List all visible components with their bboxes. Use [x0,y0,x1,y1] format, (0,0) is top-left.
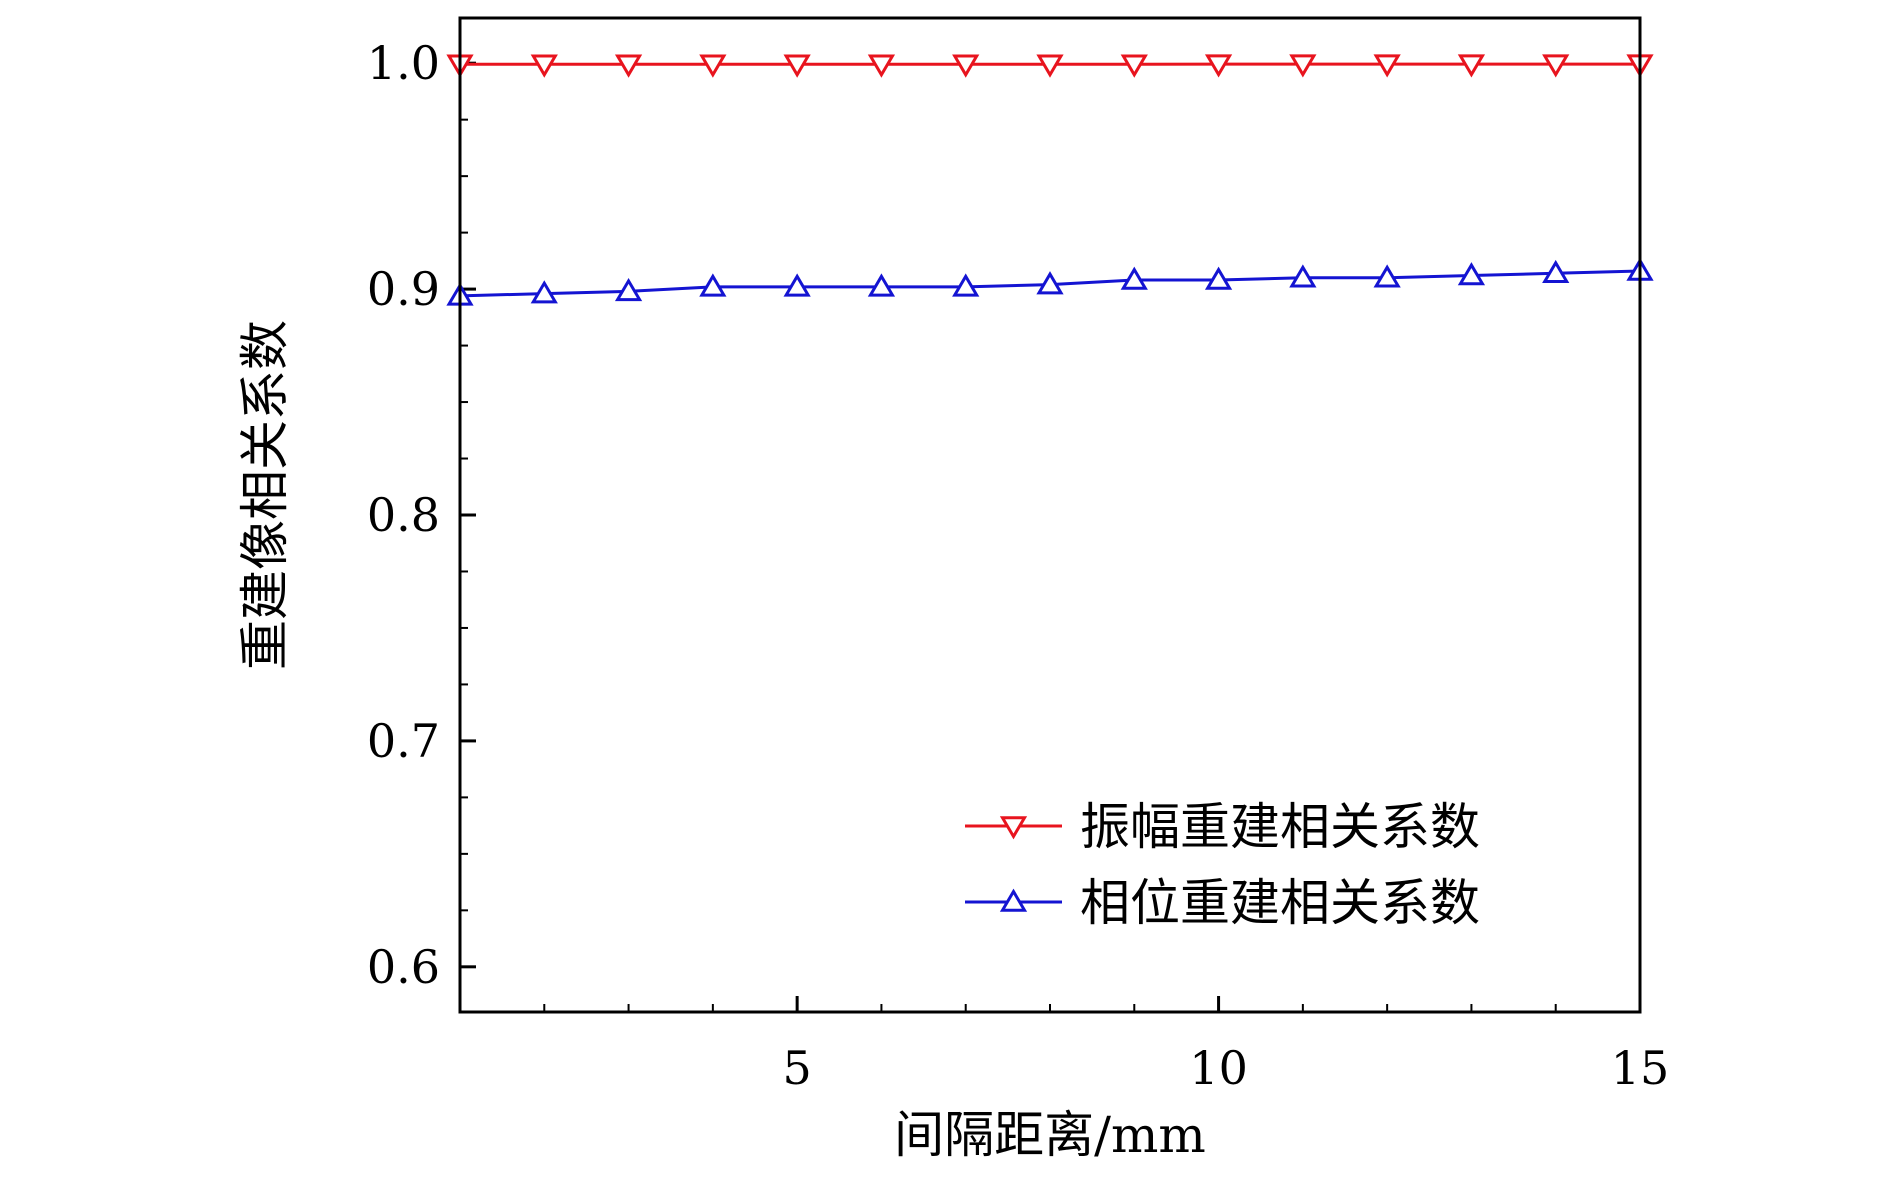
x-tick-label: 10 [1189,1041,1248,1095]
legend-label: 相位重建相关系数 [1080,874,1480,932]
y-tick-label: 0.9 [367,262,440,316]
minor-ticks [460,63,1640,1012]
legend-item: 振幅重建相关系数 [965,798,1480,856]
legend-item: 相位重建相关系数 [965,874,1480,932]
y-tick-label: 0.8 [367,488,440,542]
y-tick-label: 0.6 [367,940,440,994]
x-axis-label: 间隔距离/mm [894,1106,1206,1164]
y-tick-label: 0.7 [367,714,440,768]
y-axis-label: 重建像相关系数 [236,320,294,670]
plot-frame [460,18,1640,1012]
series-2 [449,261,1651,305]
legend-label: 振幅重建相关系数 [1080,798,1480,856]
series-1 [449,56,1651,75]
y-tick-label: 1.0 [367,36,440,90]
x-tick-label: 5 [783,1041,812,1095]
x-tick-label: 15 [1611,1041,1670,1095]
series-layer [449,56,1651,304]
tick-labels: 0.6 0.7 0.8 0.9 1.0 5 10 15 [367,36,1669,1095]
major-ticks [460,63,1640,1012]
